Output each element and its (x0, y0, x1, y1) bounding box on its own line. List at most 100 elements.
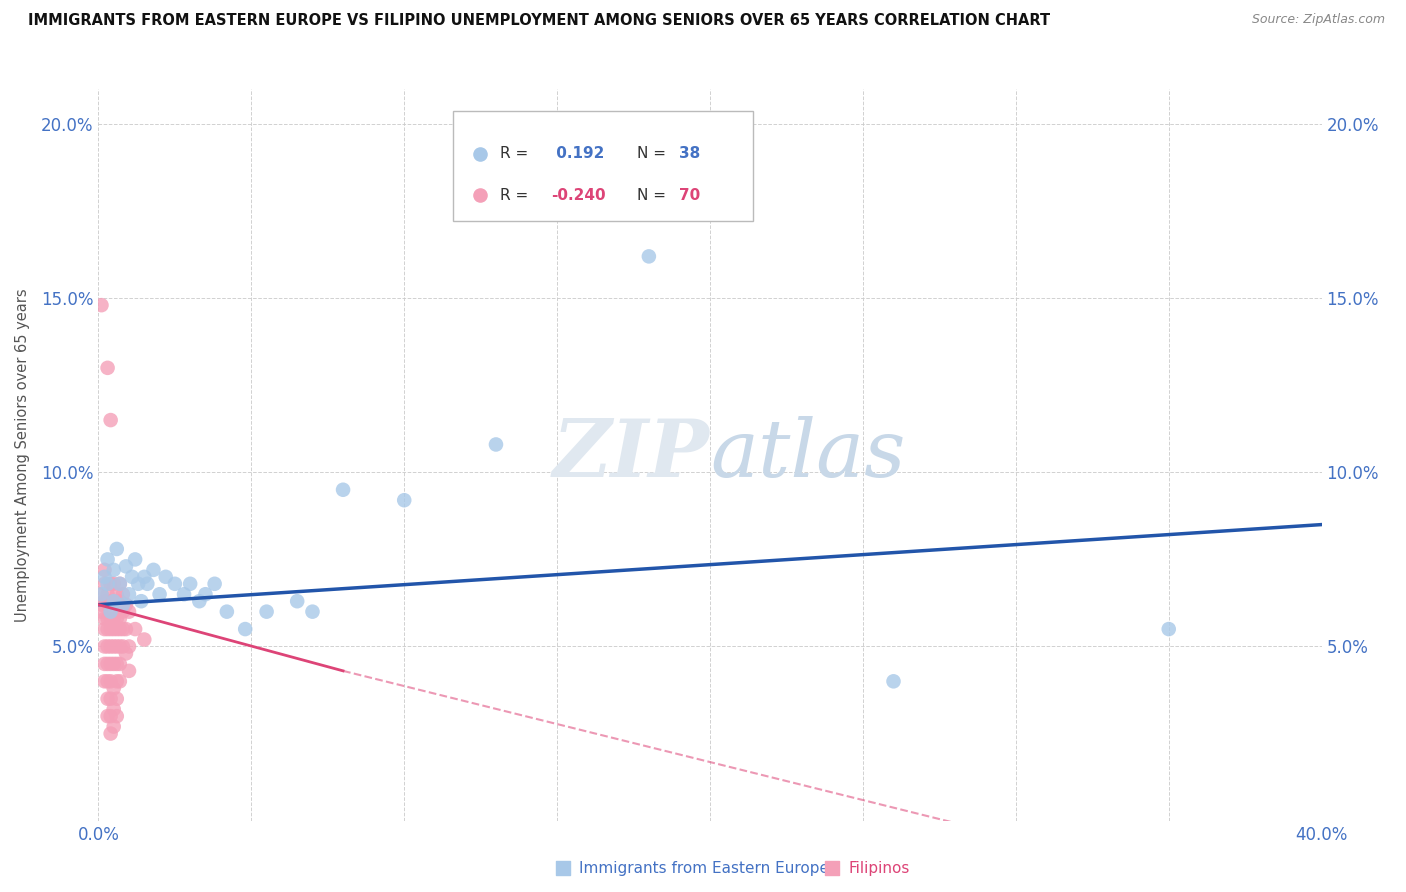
Point (97, 576, 120, 591)
Text: -0.240: -0.240 (551, 187, 606, 202)
Point (93, 640, 115, 654)
Point (103, 657, 125, 671)
Point (105, 612, 128, 626)
Point (108, 622, 131, 636)
Point (124, 552, 146, 566)
Point (97, 674, 120, 689)
Point (111, 640, 134, 654)
Point (392, 493, 416, 508)
Point (93, 612, 115, 626)
Text: 38: 38 (679, 146, 700, 161)
Point (115, 647, 138, 661)
Point (97, 552, 120, 566)
Point (173, 587, 195, 601)
Point (105, 541, 128, 556)
Point (103, 702, 125, 716)
Point (637, 249, 661, 263)
Point (100, 657, 122, 671)
Point (1157, 622, 1180, 636)
Point (100, 605, 122, 619)
Point (136, 576, 159, 591)
Point (115, 559, 138, 574)
Point (108, 674, 131, 689)
Point (103, 594, 125, 608)
Point (103, 681, 125, 696)
Point (301, 605, 323, 619)
Point (256, 605, 278, 619)
Point (97, 640, 120, 654)
Point (111, 598, 134, 612)
Point (103, 720, 125, 734)
Text: R =: R = (499, 146, 527, 161)
Point (121, 570, 143, 584)
Point (97, 691, 120, 706)
Point (103, 563, 125, 577)
Point (100, 640, 122, 654)
Point (111, 605, 134, 619)
Point (108, 576, 131, 591)
Point (204, 576, 226, 591)
Point (129, 594, 152, 608)
Text: Immigrants from Eastern Europe: Immigrants from Eastern Europe (579, 861, 830, 876)
Point (108, 594, 131, 608)
Point (188, 594, 211, 608)
Point (485, 437, 508, 451)
Point (111, 587, 134, 601)
Point (103, 612, 125, 626)
Point (134, 570, 156, 584)
Point (105, 657, 128, 671)
Point (215, 605, 238, 619)
Point (100, 413, 122, 427)
Point (103, 640, 125, 654)
Text: R =: R = (499, 187, 527, 202)
Point (100, 726, 122, 740)
Point (93, 576, 115, 591)
Point (105, 674, 128, 689)
Point (105, 709, 128, 723)
Point (97, 612, 120, 626)
Point (103, 576, 125, 591)
Point (90, 598, 112, 612)
Point (93, 594, 115, 608)
Point (93, 674, 115, 689)
Point (179, 576, 201, 591)
Point (100, 674, 122, 689)
FancyBboxPatch shape (453, 112, 752, 221)
Point (93, 563, 115, 577)
Point (194, 587, 217, 601)
Point (108, 576, 131, 591)
Point (97, 598, 120, 612)
Point (100, 576, 122, 591)
Text: Filipinos: Filipinos (848, 861, 910, 876)
Point (90, 605, 112, 619)
Point (118, 664, 141, 678)
Point (100, 691, 122, 706)
Point (115, 598, 138, 612)
Text: 70: 70 (679, 187, 700, 202)
Point (115, 622, 138, 636)
Point (100, 612, 122, 626)
Point (105, 587, 128, 601)
Point (97, 360, 120, 375)
Text: Source: ZipAtlas.com: Source: ZipAtlas.com (1251, 13, 1385, 27)
Point (118, 640, 141, 654)
Point (93, 570, 115, 584)
Point (233, 622, 256, 636)
Point (118, 605, 141, 619)
Point (134, 632, 156, 647)
Point (108, 612, 131, 626)
Point (124, 622, 146, 636)
Y-axis label: Unemployment Among Seniors over 65 years: Unemployment Among Seniors over 65 years (15, 288, 30, 622)
Text: IMMIGRANTS FROM EASTERN EUROPE VS FILIPINO UNEMPLOYMENT AMONG SENIORS OVER 65 YE: IMMIGRANTS FROM EASTERN EUROPE VS FILIPI… (28, 13, 1050, 29)
Point (97, 587, 120, 601)
Point (127, 576, 149, 591)
Point (105, 691, 128, 706)
Text: N =: N = (637, 146, 665, 161)
Point (163, 576, 186, 591)
Point (90, 587, 112, 601)
Text: N =: N = (637, 187, 665, 202)
Point (103, 622, 125, 636)
Text: ZIP: ZIP (553, 417, 710, 493)
Point (90, 587, 112, 601)
Point (105, 640, 128, 654)
